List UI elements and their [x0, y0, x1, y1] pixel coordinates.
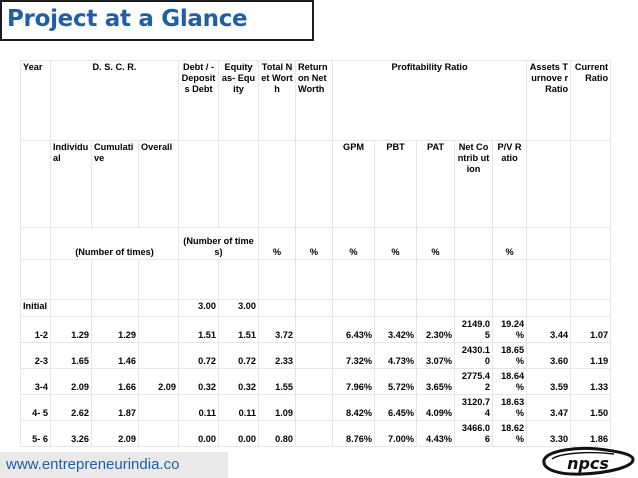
table-row: 4- 5 2.62 1.87 0.11 0.11 1.09 8.42% 6.45…: [20, 394, 612, 421]
header-row: Year D. S. C. R. Debt / - Deposit s Debt…: [20, 60, 612, 141]
units-row: (Number of times) (Number of times) % % …: [20, 227, 612, 260]
header-dscr: D. S. C. R.: [49, 60, 180, 141]
units-percent: %: [258, 227, 297, 260]
header-profitability-ratio: Profitability Ratio: [332, 60, 528, 141]
units-percent: %: [332, 227, 376, 260]
header-return-on-net-worth: Return on Net Worth: [295, 60, 334, 141]
subheader-individual: Individu al: [50, 140, 92, 228]
units-percent: %: [374, 227, 418, 260]
footer-bar: www.entrepreneurindia.co: [0, 452, 228, 478]
header-assets-turnover: Assets Turnove r Ratio: [526, 60, 572, 141]
units-number-of-times: (Number of times): [49, 227, 180, 260]
table-row: 3-4 2.09 1.66 2.09 0.32 0.32 1.55 7.96% …: [20, 368, 612, 395]
units-percent: %: [492, 227, 528, 260]
table-row: 1-2 1.29 1.29 1.51 1.51 3.72 6.43% 3.42%…: [20, 316, 612, 343]
spacer-row: [20, 259, 612, 300]
footer-url[interactable]: www.entrepreneurindia.co: [6, 456, 180, 473]
subheader-pbt: PBT: [374, 140, 418, 228]
title-box: Project at a Glance: [0, 0, 314, 41]
units-percent: %: [416, 227, 456, 260]
subheader-net-contribution: Net Contrib ution: [454, 140, 494, 228]
table-row: 2-3 1.65 1.46 0.72 0.72 2.33 7.32% 4.73%…: [20, 342, 612, 369]
subheader-pv-ratio: P/V Ratio: [492, 140, 528, 228]
logo-text: npcs: [567, 454, 609, 473]
table-row: Initial 3.00 3.00: [20, 299, 612, 317]
header-current-ratio: Current Ratio: [570, 60, 612, 141]
table-row: 5- 6 3.26 2.09 0.00 0.00 0.80 8.76% 7.00…: [20, 420, 612, 447]
header-equity: Equity as- Equity: [218, 60, 260, 141]
subheader-pat: PAT: [416, 140, 456, 228]
project-glance-table: Year D. S. C. R. Debt / - Deposit s Debt…: [20, 60, 612, 447]
header-total-net-worth: Total Net Worth: [258, 60, 297, 141]
subheader-cumulative: Cumulati ve: [91, 140, 139, 228]
units-percent: %: [295, 227, 334, 260]
page-title: Project at a Glance: [7, 6, 248, 32]
header-year: Year: [20, 60, 51, 141]
units-number-of-times: (Number of times): [178, 227, 260, 260]
subheader-overall: Overall: [137, 140, 180, 228]
subheader-gpm: GPM: [332, 140, 376, 228]
npcs-logo: npcs: [542, 446, 635, 476]
subheader-row: Individu al Cumulati ve Overall GPM PBT …: [20, 140, 612, 228]
header-debt-deposit: Debt / - Deposit s Debt: [178, 60, 220, 141]
